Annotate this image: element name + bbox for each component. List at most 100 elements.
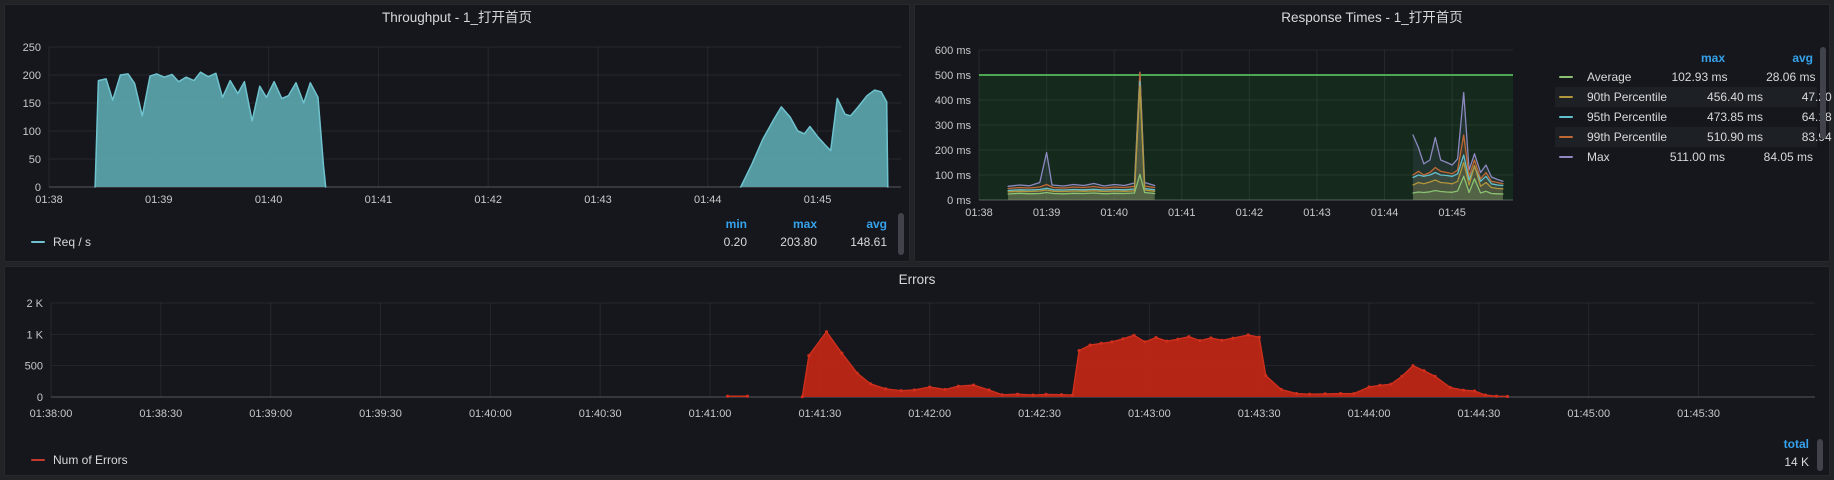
svg-text:01:38: 01:38 [35,194,63,206]
series-dash-icon [31,459,45,461]
svg-text:0: 0 [35,182,41,194]
panel-errors: Errors 01:38:00 01:38:30 01:39:00 01:39:30 0… [4,266,1830,476]
throughput-stats: min max avg 0.20 203.80 148.61 [683,217,887,253]
panel-throughput: Throughput - 1_打开首页 01:38 01:39 01:40 01:41… [4,4,910,262]
svg-text:150: 150 [23,98,41,110]
legend-row-max[interactable]: Max 511.00 ms 84.05 ms [1555,147,1817,167]
legend-series-name: 90th Percentile [1587,90,1668,104]
errors-total-stat: total 14 K [1784,435,1809,471]
legend-series-name: Average [1587,70,1632,84]
response-legend-table: max avg Average 102.93 ms 28.06 ms 90th Per… [1555,49,1834,167]
legend-header-avg: avg [1792,51,1813,65]
svg-text:250: 250 [23,42,41,54]
svg-text:500 ms: 500 ms [935,70,972,82]
stat-header-min: min [725,217,747,231]
svg-text:01:43: 01:43 [584,194,612,206]
svg-text:01:44: 01:44 [694,194,722,206]
svg-text:01:44:30: 01:44:30 [1457,408,1500,420]
panel-response-times: Response Times - 1_打开首页 01:38 01:39 01:40 0… [914,4,1834,262]
svg-text:01:38: 01:38 [965,207,993,219]
svg-text:01:42:30: 01:42:30 [1018,408,1061,420]
stat-header-max: max [792,217,817,231]
svg-text:01:42: 01:42 [1236,207,1264,219]
legend-avg-value: 84.05 ms [1763,150,1813,164]
throughput-chart[interactable]: 01:38 01:39 01:40 01:41 01:42 01:43 01:44 01:45… [5,31,909,211]
svg-text:100 ms: 100 ms [935,170,972,182]
legend-series-name: 99th Percentile [1587,130,1668,144]
svg-text:01:42: 01:42 [474,194,502,206]
panel-title-response-times[interactable]: Response Times - 1_打开首页 [1281,10,1463,25]
svg-text:01:45: 01:45 [804,194,832,206]
svg-text:01:45:00: 01:45:00 [1567,408,1610,420]
svg-text:01:38:00: 01:38:00 [30,408,73,420]
svg-text:100: 100 [23,126,41,138]
legend-max-value: 510.90 ms [1707,130,1764,144]
svg-text:01:41: 01:41 [365,194,393,206]
svg-text:01:39: 01:39 [1033,207,1061,219]
svg-text:01:43:30: 01:43:30 [1238,408,1281,420]
svg-text:200 ms: 200 ms [935,145,972,157]
scrollbar[interactable] [1817,439,1823,471]
errors-chart[interactable]: 01:38:00 01:38:30 01:39:00 01:39:30 01:40:00… [5,293,1829,431]
svg-text:01:41: 01:41 [1168,207,1196,219]
svg-text:01:41:30: 01:41:30 [798,408,841,420]
stat-value-total: 14 K [1784,455,1809,469]
scrollbar[interactable] [1820,47,1826,139]
legend-max-value: 456.40 ms [1707,90,1764,104]
svg-text:01:40: 01:40 [255,194,283,206]
panel-title-throughput[interactable]: Throughput - 1_打开首页 [381,10,533,25]
svg-text:01:41:00: 01:41:00 [689,408,732,420]
legend-max-value: 473.85 ms [1707,110,1764,124]
legend-avg-value: 28.06 ms [1766,70,1816,84]
svg-text:400 ms: 400 ms [935,95,972,107]
svg-text:01:44:00: 01:44:00 [1348,408,1391,420]
response-times-chart[interactable]: 01:38 01:39 01:40 01:41 01:42 01:43 01:44 01:45… [915,31,1551,227]
series-dash-icon [1559,156,1573,158]
legend-item-num-of-errors[interactable]: Num of Errors [31,453,128,467]
svg-text:01:45: 01:45 [1438,207,1466,219]
svg-text:01:44: 01:44 [1371,207,1399,219]
series-dash-icon [1559,76,1573,78]
svg-text:01:40:30: 01:40:30 [579,408,622,420]
legend-header-row: max avg [1555,49,1817,67]
svg-text:01:42:00: 01:42:00 [908,408,951,420]
stat-value-max: 203.80 [780,235,817,249]
legend-series-name: Max [1587,150,1610,164]
legend-label: Num of Errors [53,453,128,467]
svg-text:200: 200 [23,70,41,82]
series-dash-icon [31,241,45,243]
legend-row-average[interactable]: Average 102.93 ms 28.06 ms [1555,67,1817,87]
panel-title-errors[interactable]: Errors [898,272,936,287]
svg-text:01:40: 01:40 [1100,207,1128,219]
legend-series-name: 95th Percentile [1587,110,1668,124]
svg-text:01:40:00: 01:40:00 [469,408,512,420]
svg-text:01:43: 01:43 [1303,207,1331,219]
svg-text:600 ms: 600 ms [935,45,972,57]
legend-max-value: 102.93 ms [1671,70,1728,84]
legend-header-max: max [1700,51,1725,65]
legend-label: Req / s [53,235,92,249]
svg-text:01:39: 01:39 [145,194,173,206]
legend-item-req-s[interactable]: Req / s [31,235,91,249]
legend-max-value: 511.00 ms [1669,150,1725,164]
svg-text:0: 0 [37,392,43,404]
svg-text:500: 500 [25,361,43,373]
svg-text:50: 50 [29,154,41,166]
svg-text:1 K: 1 K [26,329,43,341]
svg-text:01:45:30: 01:45:30 [1677,408,1720,420]
svg-text:01:43:00: 01:43:00 [1128,408,1171,420]
svg-text:01:39:00: 01:39:00 [249,408,292,420]
stat-header-avg: avg [866,217,887,231]
scrollbar[interactable] [898,213,904,255]
series-dash-icon [1559,136,1573,138]
stat-value-min: 0.20 [723,235,747,249]
svg-text:01:38:30: 01:38:30 [139,408,182,420]
series-dash-icon [1559,116,1573,118]
svg-text:01:39:30: 01:39:30 [359,408,402,420]
svg-text:2 K: 2 K [26,298,43,310]
svg-text:0 ms: 0 ms [947,195,971,207]
